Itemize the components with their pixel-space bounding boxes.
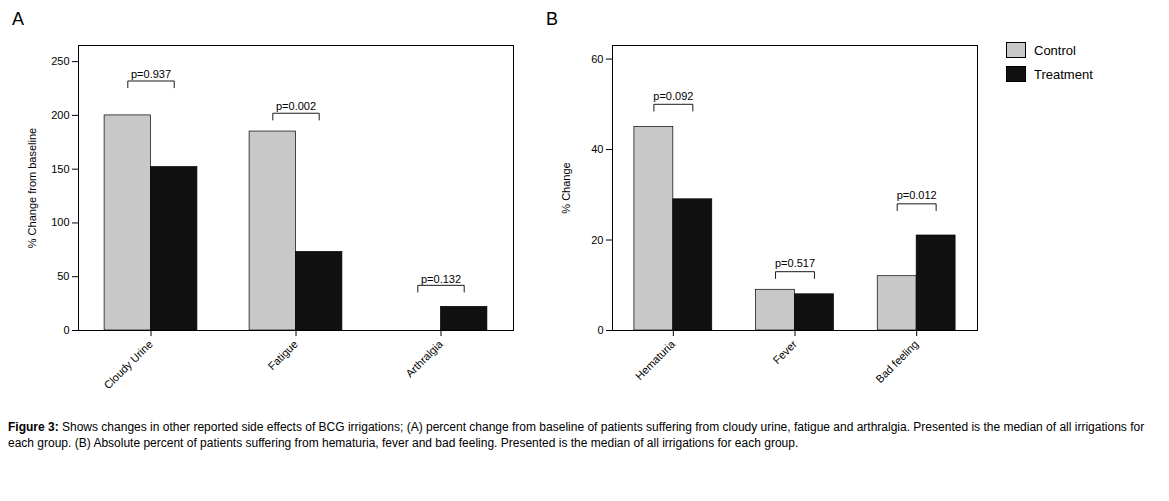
svg-text:Arthralgia: Arthralgia [403,337,445,379]
svg-text:200: 200 [51,109,69,121]
svg-text:60: 60 [591,53,603,65]
svg-text:Fatigue: Fatigue [265,338,299,372]
svg-text:0: 0 [597,324,603,336]
html-text:Treatment: Treatment [1034,66,1093,82]
svg-text:Cloudy Urine: Cloudy Urine [101,338,154,391]
svg-text:20: 20 [591,234,603,246]
svg-text:p=0.002: p=0.002 [276,100,316,112]
svg-text:p=0.092: p=0.092 [653,90,693,102]
svg-text:p=0.012: p=0.012 [897,189,937,201]
svg-text:Bad feeling: Bad feeling [873,338,920,385]
html-text:Control: Control [1034,42,1076,58]
svg-text:p=0.517: p=0.517 [775,257,815,269]
svg-text:250: 250 [51,55,69,67]
svg-text:% Change: % Change [560,162,572,213]
svg-text:50: 50 [57,270,69,282]
html-text:Figure 3: Shows changes in oth: Figure 3: Shows changes in other reporte… [8,420,1145,451]
svg-text:40: 40 [591,143,603,155]
html-text:B: B [546,9,558,29]
svg-text:% Change from baseline: % Change from baseline [26,128,38,248]
html-text:A: A [12,9,24,29]
svg-text:p=0.937: p=0.937 [131,68,171,80]
svg-text:Fever: Fever [771,338,800,367]
svg-text:0: 0 [63,324,69,336]
svg-text:150: 150 [51,163,69,175]
svg-text:Hematuria: Hematuria [633,337,678,382]
svg-text:p=0.132: p=0.132 [421,273,461,285]
svg-text:100: 100 [51,216,69,228]
